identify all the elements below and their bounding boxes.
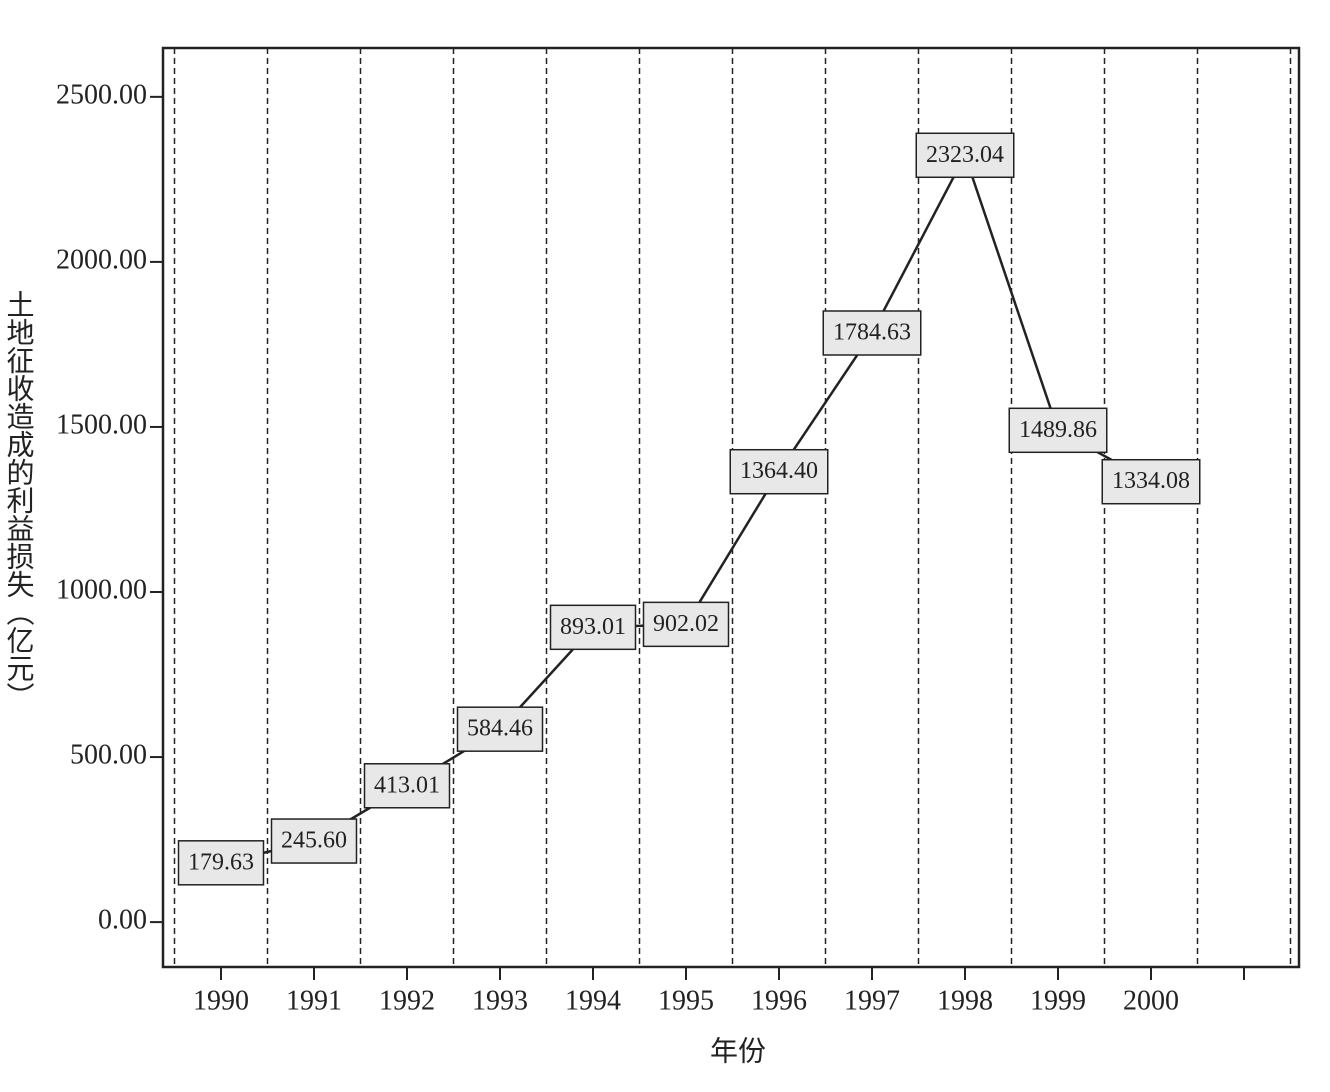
data-label-box <box>456 706 544 752</box>
plot-frame <box>161 46 1301 969</box>
x-axis-title: 年份 <box>710 1035 766 1067</box>
data-label: 2323.04 <box>926 142 1004 168</box>
data-label-box <box>177 840 265 886</box>
x-tick-label: 1994 <box>565 985 621 1016</box>
data-label: 893.01 <box>560 614 626 640</box>
x-tick-label: 1997 <box>844 985 900 1016</box>
data-label: 1334.08 <box>1112 468 1190 494</box>
x-tick-label: 2000 <box>1123 985 1179 1016</box>
data-label: 179.63 <box>188 849 254 875</box>
data-label: 1489.86 <box>1019 417 1097 443</box>
data-label: 902.02 <box>653 611 719 637</box>
data-label-box <box>1101 458 1201 505</box>
x-tick-label: 1992 <box>379 985 435 1016</box>
data-label-box <box>729 448 829 495</box>
data-label-box <box>363 763 451 809</box>
x-tick-label: 1990 <box>193 985 249 1016</box>
y-tick-label: 2500.00 <box>56 79 147 110</box>
y-tick-label: 1500.00 <box>56 409 147 440</box>
data-label-box <box>1008 407 1108 454</box>
x-tick-label: 1995 <box>658 985 714 1016</box>
x-tick-label: 1999 <box>1030 985 1086 1016</box>
data-label-box <box>549 604 637 651</box>
data-label-box <box>270 818 358 864</box>
x-tick-label: 1998 <box>937 985 993 1016</box>
data-label: 584.46 <box>467 716 533 742</box>
data-label: 245.60 <box>281 828 347 854</box>
y-tick-label: 500.00 <box>70 739 147 770</box>
y-tick-label: 1000.00 <box>56 574 147 605</box>
data-label: 413.01 <box>374 772 440 798</box>
data-label-box <box>915 132 1015 179</box>
x-tick-label: 1996 <box>751 985 807 1016</box>
x-tick-label: 1991 <box>286 985 342 1016</box>
x-tick-label: 1993 <box>472 985 528 1016</box>
y-tick-label: 0.00 <box>98 905 147 936</box>
y-tick-label: 2000.00 <box>56 244 147 275</box>
data-label-box <box>642 601 730 648</box>
data-label: 1364.40 <box>740 458 818 484</box>
y-axis-title: 土地征收造成的利益损失（亿元） <box>3 290 35 710</box>
data-label-box <box>822 310 922 356</box>
data-label: 1784.63 <box>833 319 911 345</box>
